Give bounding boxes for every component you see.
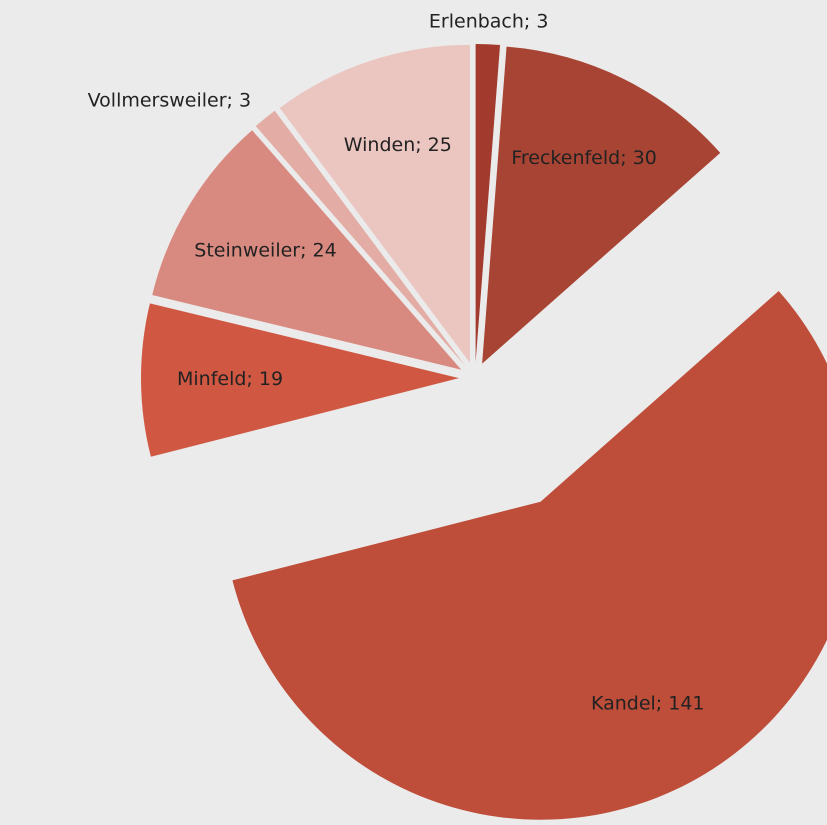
data-label: Kandel; 141 — [591, 693, 705, 715]
data-label: Winden; 25 — [344, 134, 452, 156]
data-label: Vollmersweiler; 3 — [88, 89, 251, 111]
pie-slice: Freckenfeld — [482, 46, 721, 364]
data-label: Freckenfeld; 30 — [511, 147, 656, 169]
pie-slice: Winden — [279, 44, 470, 363]
pie-slice: Minfeld — [141, 303, 460, 457]
pie-slice: Kandel — [232, 290, 827, 820]
data-label: Minfeld; 19 — [177, 368, 283, 390]
data-label: Steinweiler; 24 — [194, 240, 336, 262]
pie-slice: Vollmersweiler — [255, 110, 465, 366]
data-label: Erlenbach; 3 — [429, 11, 549, 33]
pie-slice: Steinweiler — [152, 130, 462, 370]
pie-slice: Erlenbach — [475, 44, 501, 363]
